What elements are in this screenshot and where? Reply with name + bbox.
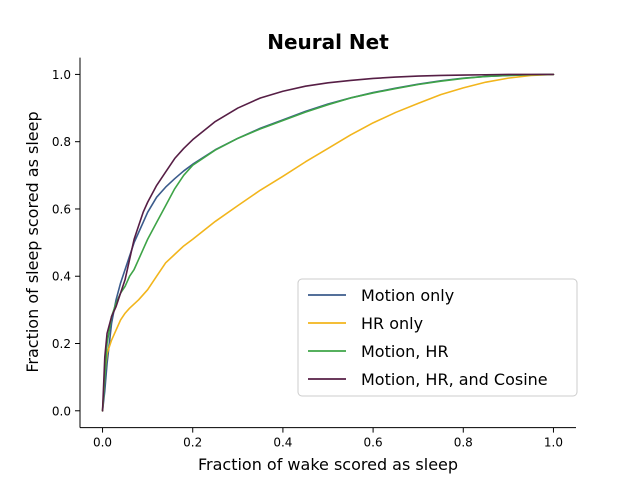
y-tick-label: 0.6 [52,202,71,216]
y-tick-label: 0.4 [52,270,71,284]
chart-title: Neural Net [267,30,389,54]
legend-label-motion-only: Motion only [361,286,454,305]
legend-label-motion-hr: Motion, HR [361,342,449,361]
plot-lines [101,73,555,412]
legend: Motion only HR only Motion, HR Motion, HR, … [297,278,578,397]
legend-items: Motion only HR only Motion, HR Motion, HR, … [308,286,548,389]
legend-label-motion-hr-and-cosine: Motion, HR, and Cosine [361,370,548,389]
y-tick-label: 0.2 [52,337,71,351]
series-line-hr-only [101,73,555,412]
legend-box [297,278,578,397]
y-axis-label: Fraction of sleep scored as sleep [23,111,42,372]
legend-label-hr-only: HR only [361,314,423,333]
x-ticks: 0.0 0.2 0.4 0.6 0.8 1.0 [93,427,563,450]
x-axis-label: Fraction of wake scored as sleep [198,455,458,474]
y-tick-label: 0.0 [52,404,71,418]
x-tick-label: 0.0 [93,436,112,450]
series-line-motion-hr-and-cosine [101,73,555,412]
x-tick-label: 0.6 [364,436,383,450]
y-tick-label: 0.8 [52,135,71,149]
x-tick-label: 0.8 [454,436,473,450]
y-ticks: 0.0 0.2 0.4 0.6 0.8 1.0 [52,68,80,418]
x-tick-label: 0.2 [183,436,202,450]
y-tick-label: 1.0 [52,68,71,82]
x-tick-label: 0.4 [273,436,292,450]
x-tick-label: 1.0 [544,436,563,450]
